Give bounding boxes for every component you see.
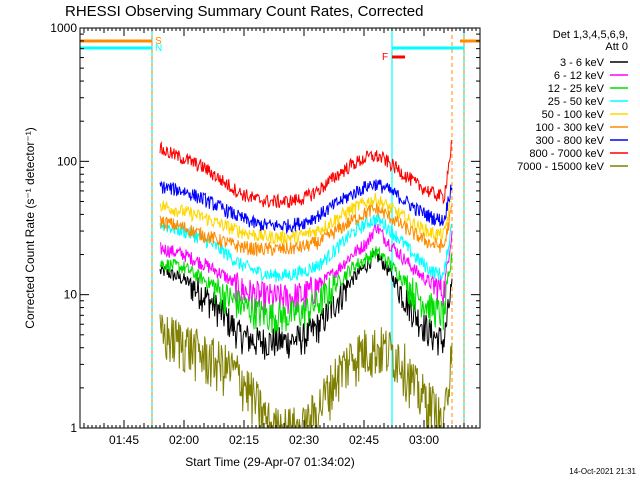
legend-label: 6 - 12 keV: [554, 70, 605, 82]
annotations: SN F: [155, 36, 405, 63]
legend-label: 3 - 6 keV: [560, 57, 605, 69]
series-line-3: [159, 214, 453, 283]
series-line-7: [159, 140, 453, 209]
legend-label: 25 - 50 keV: [548, 96, 605, 108]
legend-header-line-2: Att 0: [605, 41, 628, 53]
legend-label: 300 - 800 keV: [536, 135, 605, 147]
x-tick-label: 02:15: [229, 433, 259, 447]
boundary-markers: [80, 28, 480, 428]
footer-timestamp: 14-Oct-2021 21:31: [569, 467, 636, 476]
series-line-2: [159, 246, 453, 335]
legend-label: 50 - 100 keV: [542, 109, 605, 121]
series-line-8: [159, 314, 453, 429]
x-tick-label: 03:00: [409, 433, 439, 447]
series-line-0: [159, 248, 453, 360]
series-group: [159, 140, 453, 429]
legend-label: 12 - 25 keV: [548, 83, 605, 95]
series-line-1: [160, 223, 453, 315]
series-line-4: [159, 192, 453, 245]
series-line-5: [159, 203, 453, 257]
y-tick-label: 1000: [50, 21, 77, 35]
series-line-6: [159, 179, 453, 235]
y-tick-label: 1: [70, 421, 77, 435]
annotation-s: S: [155, 36, 162, 47]
legend-label: 100 - 300 keV: [536, 122, 605, 134]
y-tick-label: 10: [64, 288, 78, 302]
y-axis-label: Corrected Count Rate (s⁻¹ detector⁻¹): [23, 127, 37, 328]
legend-label: 800 - 7000 keV: [529, 148, 604, 160]
chart-title: RHESSI Observing Summary Count Rates, Co…: [65, 3, 423, 20]
x-axis-label: Start Time (29-Apr-07 01:34:02): [185, 455, 354, 469]
x-tick-label: 01:45: [109, 433, 139, 447]
x-axis-ticks: 01:45 02:00 02:15 02:30 02:45 03:00: [83, 28, 477, 447]
legend-label: 7000 - 15000 keV: [517, 161, 605, 173]
annotation-f: F: [382, 52, 388, 63]
annotation-n: N: [155, 43, 162, 54]
x-tick-label: 02:00: [169, 433, 199, 447]
x-tick-label: 02:30: [289, 433, 319, 447]
y-tick-label: 100: [57, 154, 77, 168]
x-tick-label: 02:45: [349, 433, 379, 447]
y-axis-ticks: 1 10 100 1000: [50, 21, 480, 435]
legend-header-line-1: Det 1,3,4,5,6,9,: [553, 29, 628, 41]
